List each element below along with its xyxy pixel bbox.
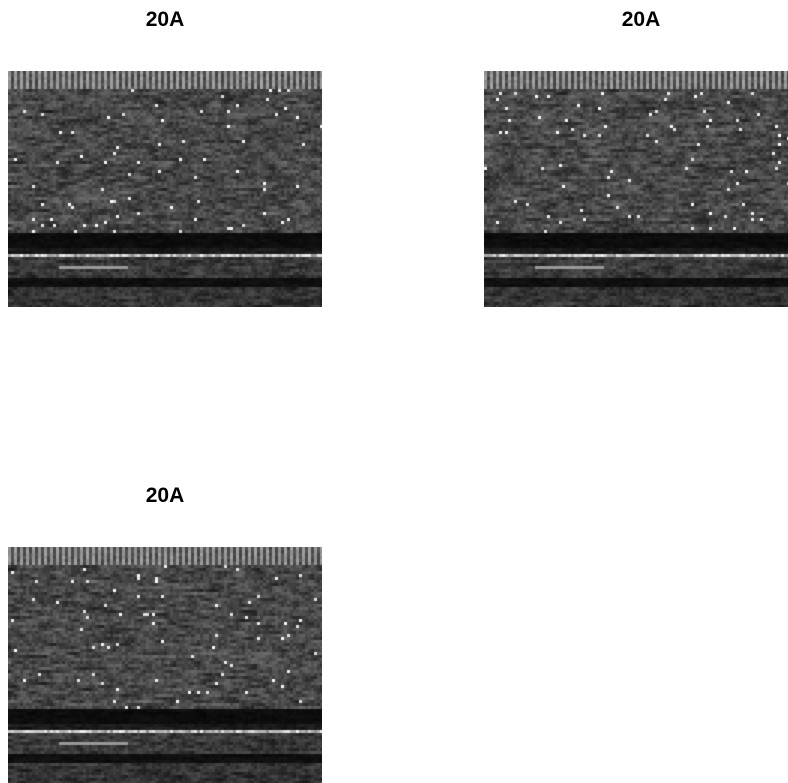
grayscale-noise-image <box>8 71 322 307</box>
panel-title: 20A <box>621 8 661 31</box>
panel-title: 20A <box>145 8 185 31</box>
grayscale-noise-image <box>8 547 322 783</box>
grayscale-noise-image <box>484 71 788 307</box>
panel-title: 20A <box>145 484 185 507</box>
